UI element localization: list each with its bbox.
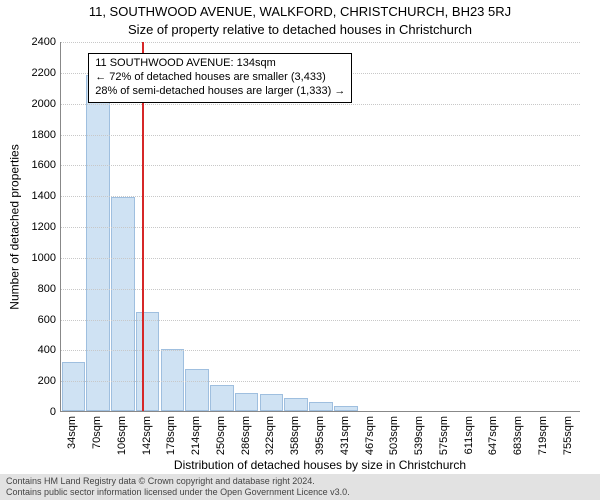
- x-tick-label: 395sqm: [314, 416, 326, 455]
- histogram-bar: [185, 369, 209, 411]
- gridline: [61, 42, 580, 43]
- x-tick-label: 250sqm: [215, 416, 227, 455]
- gridline: [61, 165, 580, 166]
- gridline: [61, 258, 580, 259]
- x-tick-label: 683sqm: [512, 416, 524, 455]
- histogram-bar: [309, 402, 333, 411]
- histogram-bar: [111, 197, 135, 411]
- histogram-bar: [284, 398, 308, 411]
- y-tick-label: 2000: [16, 98, 56, 110]
- chart-container: 11, SOUTHWOOD AVENUE, WALKFORD, CHRISTCH…: [0, 0, 600, 500]
- y-tick-label: 2200: [16, 67, 56, 79]
- annotation-line-1: 11 SOUTHWOOD AVENUE: 134sqm: [95, 57, 345, 71]
- x-tick-label: 286sqm: [240, 416, 252, 455]
- x-tick-label: 358sqm: [289, 416, 301, 455]
- histogram-bar: [210, 385, 234, 411]
- x-tick-label: 719sqm: [537, 416, 549, 455]
- x-tick-label: 214sqm: [190, 416, 202, 455]
- annotation-box: 11 SOUTHWOOD AVENUE: 134sqm ← 72% of det…: [88, 53, 352, 102]
- histogram-bar: [86, 75, 110, 411]
- gridline: [61, 227, 580, 228]
- x-tick-label: 34sqm: [66, 416, 78, 449]
- gridline: [61, 289, 580, 290]
- annotation-line-3: 28% of semi-detached houses are larger (…: [95, 85, 345, 99]
- x-tick-label: 178sqm: [165, 416, 177, 455]
- gridline: [61, 104, 580, 105]
- y-tick-label: 0: [16, 406, 56, 418]
- histogram-bar: [62, 362, 86, 411]
- x-ticks: 34sqm 70sqm 106sqm 142sqm 178sqm 214sqm 250sqm…: [60, 412, 580, 462]
- y-tick-label: 2400: [16, 36, 56, 48]
- page-title-line2: Size of property relative to detached ho…: [0, 22, 600, 37]
- y-tick-label: 1000: [16, 252, 56, 264]
- x-tick-label: 611sqm: [463, 416, 475, 454]
- histogram-bar: [260, 394, 284, 411]
- x-tick-label: 539sqm: [413, 416, 425, 455]
- x-tick-label: 467sqm: [364, 416, 376, 455]
- gridline: [61, 350, 580, 351]
- x-tick-label: 503sqm: [388, 416, 400, 455]
- gridline: [61, 135, 580, 136]
- gridline: [61, 381, 580, 382]
- y-tick-label: 1800: [16, 129, 56, 141]
- y-tick-label: 200: [16, 375, 56, 387]
- x-tick-label: 142sqm: [141, 416, 153, 455]
- y-ticks: 0200400600800100012001400160018002000220…: [0, 42, 58, 412]
- histogram-bar: [235, 393, 259, 412]
- footer-line-2: Contains public sector information licen…: [6, 487, 594, 498]
- x-tick-label: 70sqm: [91, 416, 103, 449]
- page-title-line1: 11, SOUTHWOOD AVENUE, WALKFORD, CHRISTCH…: [0, 4, 600, 19]
- y-tick-label: 1200: [16, 221, 56, 233]
- y-tick-label: 800: [16, 283, 56, 295]
- gridline: [61, 196, 580, 197]
- x-tick-label: 106sqm: [116, 416, 128, 455]
- footer-line-1: Contains HM Land Registry data © Crown c…: [6, 476, 594, 487]
- y-tick-label: 400: [16, 344, 56, 356]
- annotation-line-2: ← 72% of detached houses are smaller (3,…: [95, 71, 345, 85]
- footer: Contains HM Land Registry data © Crown c…: [0, 474, 600, 500]
- gridline: [61, 320, 580, 321]
- x-tick-label: 647sqm: [487, 416, 499, 455]
- x-axis-label: Distribution of detached houses by size …: [60, 458, 580, 472]
- plot-area: 11 SOUTHWOOD AVENUE: 134sqm ← 72% of det…: [60, 42, 580, 412]
- x-tick-label: 575sqm: [438, 416, 450, 455]
- y-tick-label: 600: [16, 314, 56, 326]
- x-tick-label: 755sqm: [562, 416, 574, 455]
- y-tick-label: 1400: [16, 190, 56, 202]
- histogram-bar: [334, 406, 358, 411]
- histogram-bar: [136, 312, 160, 411]
- x-tick-label: 322sqm: [264, 416, 276, 455]
- y-tick-label: 1600: [16, 159, 56, 171]
- x-tick-label: 431sqm: [339, 416, 351, 455]
